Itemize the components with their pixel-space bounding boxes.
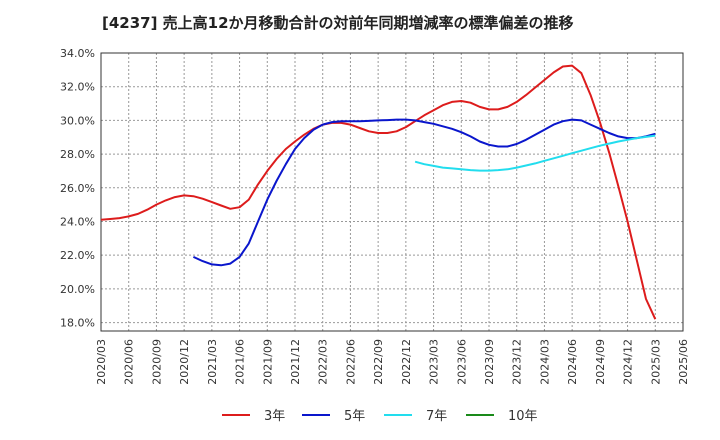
y-tick-label: 18.0%: [60, 317, 95, 330]
y-tick-label: 28.0%: [60, 148, 95, 161]
y-tick-label: 32.0%: [60, 81, 95, 94]
plot-frame: [100, 52, 684, 332]
x-tick-label: 2021/03: [206, 339, 219, 385]
legend-item-2: 7年: [384, 409, 447, 424]
x-tick-label: 2023/12: [511, 339, 524, 385]
legend: 3年 5年 7年 10年: [222, 409, 538, 424]
series-layer: [100, 64, 657, 320]
legend-item-1: 5年: [302, 409, 365, 424]
legend-label: 3年: [264, 409, 285, 424]
y-tick-label: 34.0%: [60, 47, 95, 60]
x-tick-label: 2022/09: [372, 339, 385, 385]
x-tick-label: 2025/03: [649, 339, 662, 385]
legend-item-3: 10年: [466, 409, 538, 424]
x-tick-label: 2021/06: [234, 339, 247, 385]
legend-item-0: 3年: [222, 409, 285, 424]
x-tick-label: 2024/12: [622, 339, 635, 385]
y-tick-label: 30.0%: [60, 114, 95, 127]
x-tick-label: 2024/03: [538, 339, 551, 385]
x-tick-label: 2020/09: [150, 339, 163, 385]
axis-layer: 18.0% 20.0% 22.0% 24.0% 26.0% 28.0% 30.0% 32.0%…: [60, 47, 690, 385]
x-tick-label: 2025/06: [677, 339, 690, 385]
x-tick-label: 2020/06: [123, 339, 136, 385]
x-tick-label: 2022/06: [344, 339, 357, 385]
y-tick-label: 20.0%: [60, 283, 95, 296]
series-line-0: [100, 64, 657, 320]
x-tick-label: 2022/03: [317, 339, 330, 385]
x-tick-label: 2022/12: [400, 339, 413, 385]
x-tick-label: 2024/09: [594, 339, 607, 385]
y-tick-label: 22.0%: [60, 249, 95, 262]
legend-label: 7年: [426, 409, 447, 424]
y-tick-label: 26.0%: [60, 182, 95, 195]
x-tick-label: 2023/03: [428, 339, 441, 385]
x-tick-label: 2020/12: [178, 339, 191, 385]
x-tick-label: 2021/12: [289, 339, 302, 385]
chart-title: [4237] 売上高12か月移動合計の対前年同期増減率の標準偏差の推移: [102, 14, 574, 32]
x-tick-label: 2023/09: [483, 339, 496, 385]
x-tick-label: 2021/09: [261, 339, 274, 385]
series-line-1: [192, 118, 656, 267]
legend-label: 10年: [508, 409, 538, 424]
y-tick-label: 24.0%: [60, 215, 95, 228]
x-tick-label: 2024/06: [566, 339, 579, 385]
x-tick-label: 2020/03: [95, 339, 108, 385]
series-line-2: [414, 134, 656, 172]
grid-layer: [100, 52, 684, 331]
x-tick-label: 2023/06: [455, 339, 468, 385]
legend-label: 5年: [344, 409, 365, 424]
